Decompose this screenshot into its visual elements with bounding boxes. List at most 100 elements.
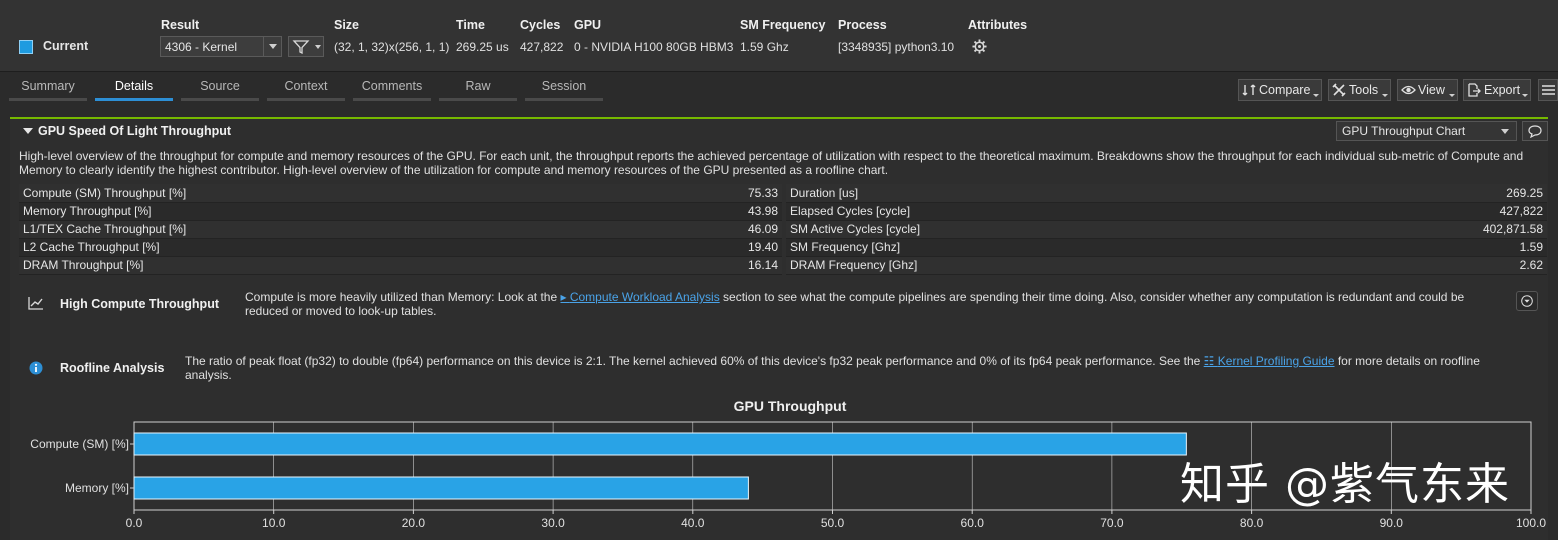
view-button[interactable]: View	[1397, 79, 1458, 101]
tab-context[interactable]: Context	[267, 79, 345, 101]
metric-name: SM Active Cycles [cycle]	[786, 220, 1346, 239]
x-tick-label: 60.0	[961, 516, 985, 530]
process-value: [3348935] python3.10	[838, 40, 955, 54]
collapse-triangle-icon[interactable]	[23, 128, 33, 134]
current-color-swatch[interactable]	[19, 40, 33, 54]
metric-name: Compute (SM) Throughput [%]	[19, 184, 619, 203]
metric-value: 402,871.58	[1346, 220, 1547, 239]
compute-workload-link[interactable]: ▸ Compute Workload Analysis	[560, 290, 720, 304]
gear-icon[interactable]	[972, 39, 987, 54]
x-tick-label: 50.0	[821, 516, 845, 530]
chevron-down-icon	[1449, 94, 1455, 97]
metric-value: 427,822	[1346, 202, 1547, 221]
section-title[interactable]: GPU Speed Of Light Throughput	[38, 124, 232, 138]
link-label: Compute Workload Analysis	[569, 290, 720, 304]
tab-summary[interactable]: Summary	[9, 79, 87, 101]
metric-value: 269.25	[1346, 184, 1547, 203]
chevron-down-icon	[1382, 94, 1388, 97]
x-tick-label: 20.0	[402, 516, 426, 530]
metric-name: Memory Throughput [%]	[19, 202, 619, 221]
cycles-value: 427,822	[520, 40, 564, 54]
cycles-header: Cycles	[520, 18, 561, 32]
tab-source[interactable]: Source	[181, 79, 259, 101]
table-row: Duration [us] 269.25	[786, 184, 1547, 203]
tab-raw[interactable]: Raw	[439, 79, 517, 101]
y-category-label: Memory [%]	[65, 481, 129, 495]
expand-rule-button[interactable]	[1516, 291, 1538, 311]
sm-frequency-header: SM Frequency	[740, 18, 826, 32]
tools-icon	[1332, 83, 1346, 97]
x-tick-label: 40.0	[681, 516, 705, 530]
metric-name: SM Frequency [Ghz]	[786, 238, 1346, 257]
filter-button[interactable]	[288, 36, 324, 57]
size-header: Size	[334, 18, 360, 32]
gpu-value: 0 - NVIDIA H100 80GB HBM3	[574, 40, 734, 54]
current-label: Current	[43, 39, 89, 53]
compare-button[interactable]: Compare	[1238, 79, 1322, 101]
rule-title-compute: High Compute Throughput	[60, 297, 219, 311]
rule-body-compute: Compute is more heavily utilized than Me…	[245, 290, 1500, 318]
time-value: 269.25 us	[456, 40, 509, 54]
gpu-throughput-chart: 0.0 10.0 20.0 30.0 40.0 50.0 60.0 70.0 80.0 90.0 1…	[30, 421, 1546, 530]
tab-session[interactable]: Session	[525, 79, 603, 101]
comment-icon	[1528, 125, 1542, 138]
x-tick-label: 10.0	[262, 516, 286, 530]
table-row: SM Frequency [Ghz] 1.59	[786, 238, 1547, 257]
bar-1[interactable]	[133, 476, 749, 500]
result-select[interactable]: 4306 - Kernel	[160, 36, 282, 57]
time-header: Time	[456, 18, 485, 32]
compare-label: Compare	[1259, 83, 1311, 97]
comment-button[interactable]	[1522, 121, 1548, 141]
tab-bar: Summary Details Source Context Comments …	[0, 73, 1558, 108]
metric-value: 16.14	[619, 256, 782, 275]
rule-title-roofline: Roofline Analysis	[60, 361, 165, 375]
filter-icon	[292, 40, 310, 54]
tools-label: Tools	[1349, 83, 1379, 97]
section-description: High-level overview of the throughput fo…	[19, 149, 1524, 177]
table-row: L1/TEX Cache Throughput [%] 46.09	[19, 220, 782, 239]
chevron-down-icon	[1522, 94, 1528, 97]
tab-comments[interactable]: Comments	[353, 79, 431, 101]
result-bar: Result Size Time Cycles GPU SM Frequency…	[0, 0, 1558, 72]
size-value: (32, 1, 32)x(256, 1, 1)	[334, 40, 450, 54]
export-label: Export	[1484, 83, 1521, 97]
hamburger-icon	[1542, 85, 1555, 95]
result-header: Result	[161, 18, 200, 32]
x-tick-label: 80.0	[1240, 516, 1264, 530]
result-select-value: 4306 - Kernel	[165, 40, 238, 54]
menu-button[interactable]	[1538, 79, 1558, 101]
rule-body-roofline: The ratio of peak float (fp32) to double…	[185, 354, 1515, 382]
metric-value: 2.62	[1346, 256, 1547, 275]
rule-text: for more details on roofline analysis.	[185, 354, 1480, 382]
metric-name: L1/TEX Cache Throughput [%]	[19, 220, 619, 239]
chart-line-icon	[28, 297, 43, 310]
table-row: DRAM Frequency [Ghz] 2.62	[786, 256, 1547, 275]
bar-0[interactable]	[133, 432, 1187, 456]
view-label: View	[1418, 83, 1445, 97]
metric-value: 46.09	[619, 220, 782, 239]
metric-name: Duration [us]	[786, 184, 1346, 203]
tools-button[interactable]: Tools	[1328, 79, 1391, 101]
metric-name: Elapsed Cycles [cycle]	[786, 202, 1346, 221]
rule-text: The ratio of peak float (fp32) to double…	[185, 354, 1204, 368]
info-icon	[29, 361, 43, 375]
rule-text: section to see what the compute pipeline…	[245, 290, 1465, 318]
tab-details[interactable]: Details	[95, 79, 173, 101]
chevron-down-icon	[1313, 94, 1319, 97]
table-row: L2 Cache Throughput [%] 19.40	[19, 238, 782, 257]
metric-value: 43.98	[619, 202, 782, 221]
metric-name: L2 Cache Throughput [%]	[19, 238, 619, 257]
export-button[interactable]: Export	[1463, 79, 1531, 101]
x-tick-label: 0.0	[126, 516, 143, 530]
x-tick-label: 100.0	[1516, 516, 1546, 530]
chevron-down-icon[interactable]	[263, 37, 281, 56]
chart-type-select[interactable]: GPU Throughput Chart	[1336, 121, 1517, 141]
x-tick-label: 70.0	[1100, 516, 1124, 530]
metrics-table-left: Compute (SM) Throughput [%] 75.33 Memory …	[19, 184, 782, 275]
compare-icon	[1242, 84, 1256, 96]
rule-text: Compute is more heavily utilized than Me…	[245, 290, 561, 304]
kernel-profiling-guide-link[interactable]: ☷ Kernel Profiling Guide	[1203, 354, 1335, 368]
chevron-down-icon	[315, 45, 321, 49]
table-row: DRAM Throughput [%] 16.14	[19, 256, 782, 275]
x-tick-label: 30.0	[541, 516, 565, 530]
